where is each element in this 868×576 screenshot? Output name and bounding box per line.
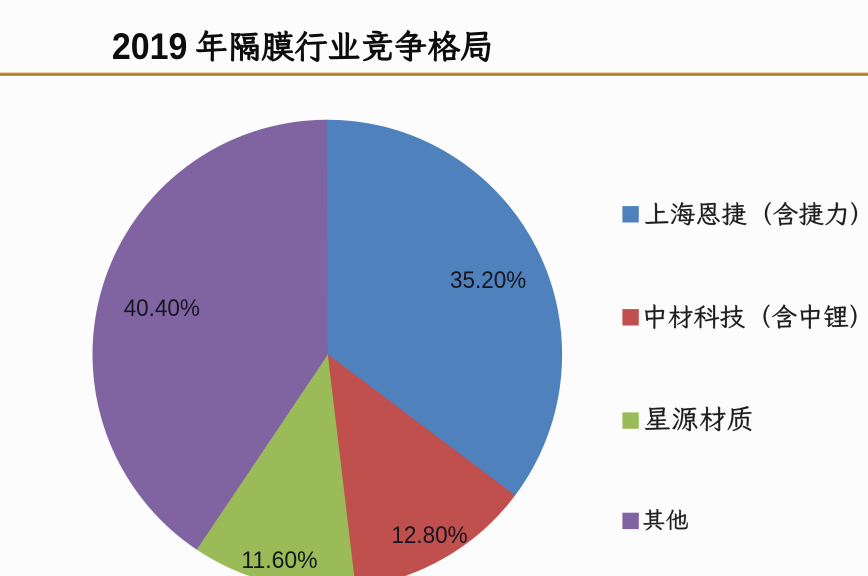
svg-text:2019: 2019 bbox=[112, 26, 187, 67]
svg-text:35.20%: 35.20% bbox=[450, 267, 526, 294]
svg-text:40.40%: 40.40% bbox=[124, 295, 200, 322]
svg-text:11.60%: 11.60% bbox=[241, 547, 317, 574]
svg-text:12.80%: 12.80% bbox=[391, 522, 467, 549]
